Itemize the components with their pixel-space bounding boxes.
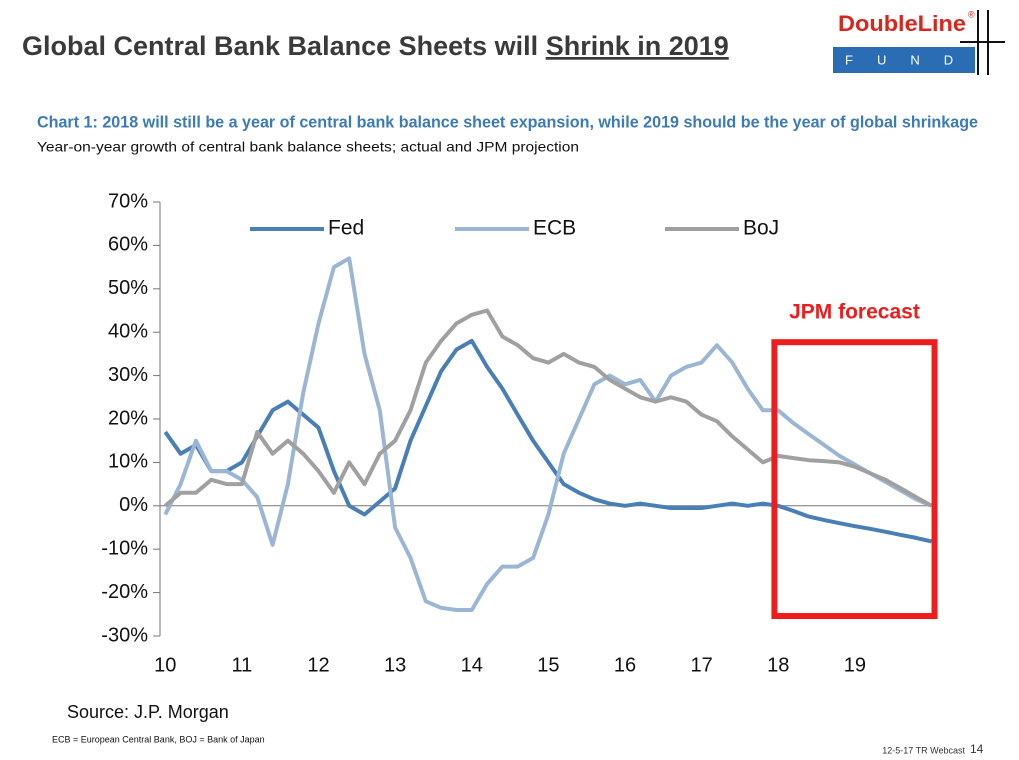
- x-tick-label: 11: [232, 654, 253, 676]
- x-tick-label: 10: [154, 654, 176, 676]
- y-tick-label: 40%: [108, 320, 148, 342]
- footnote: ECB = European Central Bank, BOJ = Bank …: [52, 734, 265, 744]
- legend-label: BoJ: [743, 217, 779, 240]
- annotation: JPM forecast: [789, 301, 920, 324]
- y-tick-label: -20%: [101, 581, 148, 603]
- chart-title: Chart 1: 2018 will still be a year of ce…: [37, 112, 978, 131]
- legend-label: Fed: [328, 217, 364, 240]
- title-emphasis: Shrink in 2019: [546, 31, 729, 61]
- y-tick-label: 10%: [108, 451, 148, 473]
- y-tick-label: 60%: [108, 234, 148, 256]
- chart-subtitle: Year-on-year growth of central bank bala…: [37, 139, 579, 155]
- slide-title: Global Central Bank Balance Sheets will …: [22, 31, 729, 61]
- x-tick-label: 19: [844, 654, 866, 676]
- source: Source: J.P. Morgan: [67, 702, 229, 722]
- footer-event: 12-5-17 TR Webcast: [882, 745, 965, 755]
- x-tick-label: 18: [767, 654, 789, 676]
- y-tick-label: 70%: [108, 190, 148, 212]
- y-tick-label: -10%: [101, 537, 148, 559]
- logo: DoubleLine ® FUNDS: [833, 9, 1010, 75]
- series-line: [164, 308, 933, 508]
- logo-name: DoubleLine: [838, 11, 966, 36]
- x-tick-label: 13: [384, 654, 406, 676]
- logo-box: [833, 47, 975, 73]
- x-tick-label: 12: [307, 654, 329, 676]
- x-tick-label: 15: [537, 654, 559, 676]
- x-tick-label: 17: [690, 654, 712, 676]
- x-tick-label: 14: [461, 654, 483, 676]
- title-text: Global Central Bank Balance Sheets will: [22, 31, 538, 61]
- y-tick-label: 50%: [108, 277, 148, 299]
- logo-sub: FUNDS: [845, 52, 1010, 67]
- x-tick-label: 16: [614, 654, 636, 676]
- y-tick-label: -30%: [101, 624, 148, 646]
- page-number: 14: [970, 742, 984, 756]
- y-tick-label: 20%: [108, 407, 148, 429]
- y-tick-label: 0%: [119, 494, 148, 516]
- legend-label: ECB: [533, 217, 576, 240]
- series-line: [163, 338, 932, 544]
- forecast-box: [771, 339, 938, 620]
- logo-mark: ®: [968, 9, 975, 19]
- series-line: [163, 256, 933, 612]
- y-tick-label: 30%: [108, 364, 148, 386]
